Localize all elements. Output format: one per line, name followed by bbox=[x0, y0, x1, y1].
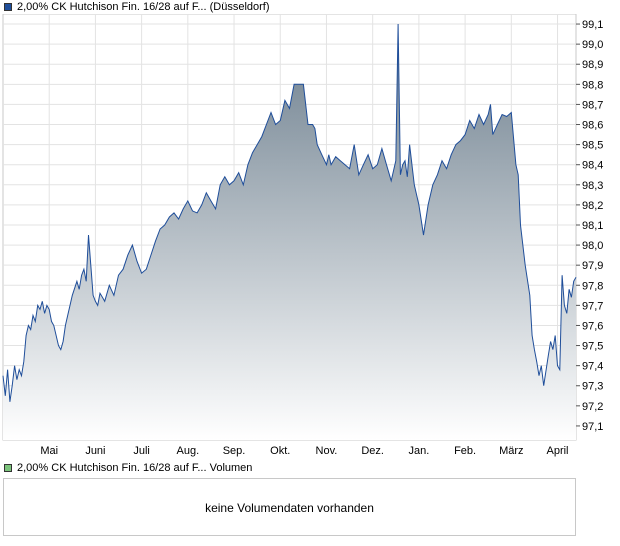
x-axis: Mai Juni Juli Aug. Sep. Okt. Nov. Dez. Jan. Feb. M… bbox=[40, 445, 568, 457]
price-chart: 99,1 99,0 98,9 98,8 98,7 98,6 98,5 98,4 98,3 98,2… bbox=[2, 14, 603, 457]
y-tick-label: 97,9 bbox=[582, 260, 603, 272]
price-area-fill bbox=[3, 24, 576, 440]
no-volume-message: keine Volumendaten vorhanden bbox=[205, 501, 374, 515]
y-tick-label: 98,3 bbox=[582, 180, 603, 192]
y-tick-label: 98,1 bbox=[582, 220, 603, 232]
x-tick-label: Aug. bbox=[177, 445, 200, 457]
y-tick-label: 97,3 bbox=[582, 381, 603, 393]
volume-legend: 2,00% CK Hutchison Fin. 16/28 auf F... V… bbox=[4, 461, 252, 475]
y-tick-label: 97,5 bbox=[582, 341, 603, 353]
y-tick-label: 98,8 bbox=[582, 79, 603, 91]
y-tick-label: 98,7 bbox=[582, 99, 603, 111]
y-tick-label: 98,2 bbox=[582, 200, 603, 212]
volume-legend-label: 2,00% CK Hutchison Fin. 16/28 auf F... V… bbox=[17, 462, 253, 474]
x-tick-label: April bbox=[547, 445, 569, 457]
y-tick-label: 98,9 bbox=[582, 59, 603, 71]
x-tick-label: März bbox=[499, 445, 523, 457]
x-tick-label: Juli bbox=[133, 445, 150, 457]
y-tick-label: 97,8 bbox=[582, 280, 603, 292]
y-tick-label: 97,6 bbox=[582, 320, 603, 332]
y-tick-label: 98,0 bbox=[582, 240, 603, 252]
y-axis: 99,1 99,0 98,9 98,8 98,7 98,6 98,5 98,4 98,3 98,2… bbox=[576, 19, 603, 433]
y-tick-label: 99,0 bbox=[582, 39, 603, 51]
x-tick-label: Dez. bbox=[361, 445, 384, 457]
y-tick-label: 97,1 bbox=[582, 421, 603, 433]
y-tick-label: 98,5 bbox=[582, 140, 603, 152]
price-line bbox=[2, 23, 577, 402]
x-tick-label: Jan. bbox=[408, 445, 429, 457]
price-legend-swatch bbox=[4, 3, 12, 11]
x-tick-label: Sep. bbox=[223, 445, 246, 457]
y-tick-label: 98,4 bbox=[582, 160, 603, 172]
y-tick-label: 97,2 bbox=[582, 401, 603, 413]
volume-legend-swatch bbox=[4, 464, 12, 472]
y-tick-label: 99,1 bbox=[582, 19, 603, 31]
x-tick-label: Mai bbox=[40, 445, 58, 457]
x-tick-label: Feb. bbox=[454, 445, 476, 457]
price-legend-label: 2,00% CK Hutchison Fin. 16/28 auf F... (… bbox=[17, 1, 270, 13]
x-tick-label: Okt. bbox=[270, 445, 290, 457]
x-tick-label: Juni bbox=[85, 445, 105, 457]
volume-panel: keine Volumendaten vorhanden bbox=[3, 478, 576, 536]
y-tick-label: 98,6 bbox=[582, 120, 603, 132]
y-tick-label: 97,4 bbox=[582, 361, 603, 373]
price-legend: 2,00% CK Hutchison Fin. 16/28 auf F... (… bbox=[4, 0, 270, 14]
y-tick-label: 97,7 bbox=[582, 300, 603, 312]
x-tick-label: Nov. bbox=[316, 445, 338, 457]
